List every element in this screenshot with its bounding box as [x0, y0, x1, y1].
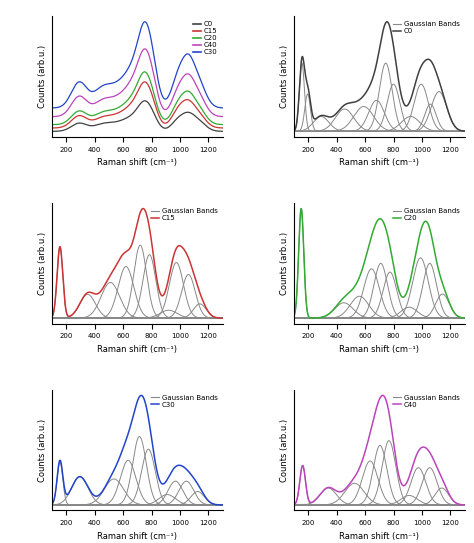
C20: [128, 93, 133, 100]
C0: [215, 128, 220, 134]
C0: [49, 128, 55, 135]
C40: [220, 113, 226, 120]
C15: [142, 79, 147, 85]
C20: [215, 121, 220, 128]
C20: [215, 121, 220, 128]
C40: [49, 113, 55, 120]
X-axis label: Raman shift (cm⁻¹): Raman shift (cm⁻¹): [97, 345, 177, 354]
C0: [128, 112, 133, 119]
C40: [215, 113, 220, 119]
C20: [142, 68, 147, 75]
C40: [128, 77, 133, 83]
C15: [58, 124, 64, 130]
Y-axis label: Counts (arb.u.): Counts (arb.u.): [280, 419, 289, 482]
X-axis label: Raman shift (cm⁻¹): Raman shift (cm⁻¹): [97, 158, 177, 167]
Y-axis label: Counts (arb.u.): Counts (arb.u.): [37, 419, 46, 482]
C20: [58, 121, 64, 127]
C0: [142, 98, 147, 104]
Legend: C0, C15, C20, C40, C30: C0, C15, C20, C40, C30: [191, 20, 219, 56]
C30: [215, 104, 220, 110]
C15: [132, 93, 138, 100]
X-axis label: Raman shift (cm⁻¹): Raman shift (cm⁻¹): [339, 532, 419, 541]
Y-axis label: Counts (arb.u.): Counts (arb.u.): [280, 232, 289, 295]
C15: [183, 97, 189, 103]
Legend: Gaussian Bands, C20: Gaussian Bands, C20: [391, 206, 461, 223]
Y-axis label: Counts (arb.u.): Counts (arb.u.): [37, 232, 46, 295]
Y-axis label: Counts (arb.u.): Counts (arb.u.): [280, 45, 289, 108]
Legend: Gaussian Bands, C0: Gaussian Bands, C0: [391, 20, 461, 36]
C20: [49, 122, 55, 128]
C20: [132, 85, 138, 92]
X-axis label: Raman shift (cm⁻¹): Raman shift (cm⁻¹): [97, 532, 177, 541]
Line: C0: C0: [52, 101, 223, 131]
C30: [142, 18, 148, 25]
C0: [215, 128, 220, 134]
C30: [132, 47, 138, 54]
X-axis label: Raman shift (cm⁻¹): Raman shift (cm⁻¹): [339, 158, 419, 167]
C15: [220, 125, 226, 131]
C0: [183, 109, 189, 116]
C15: [49, 125, 55, 131]
C30: [58, 103, 64, 110]
Legend: Gaussian Bands, C30: Gaussian Bands, C30: [149, 393, 219, 409]
C40: [142, 46, 147, 52]
C0: [132, 108, 138, 114]
C30: [220, 105, 226, 111]
C40: [215, 113, 220, 119]
C40: [58, 112, 64, 118]
C20: [220, 121, 226, 128]
Line: C15: C15: [52, 82, 223, 128]
C15: [215, 124, 220, 131]
C40: [183, 71, 189, 77]
C0: [58, 128, 64, 134]
X-axis label: Raman shift (cm⁻¹): Raman shift (cm⁻¹): [339, 345, 419, 354]
C30: [215, 104, 220, 110]
C30: [183, 51, 189, 58]
C20: [183, 88, 189, 94]
Y-axis label: Counts (arb.u.): Counts (arb.u.): [37, 45, 46, 108]
C0: [220, 128, 226, 135]
C40: [132, 67, 138, 73]
C15: [128, 100, 133, 107]
Line: C30: C30: [52, 22, 223, 108]
C30: [49, 105, 55, 111]
Legend: Gaussian Bands, C15: Gaussian Bands, C15: [149, 206, 219, 223]
Line: C40: C40: [52, 49, 223, 117]
C15: [215, 124, 220, 131]
C30: [128, 60, 133, 67]
Line: C20: C20: [52, 72, 223, 125]
Legend: Gaussian Bands, C40: Gaussian Bands, C40: [391, 393, 461, 409]
